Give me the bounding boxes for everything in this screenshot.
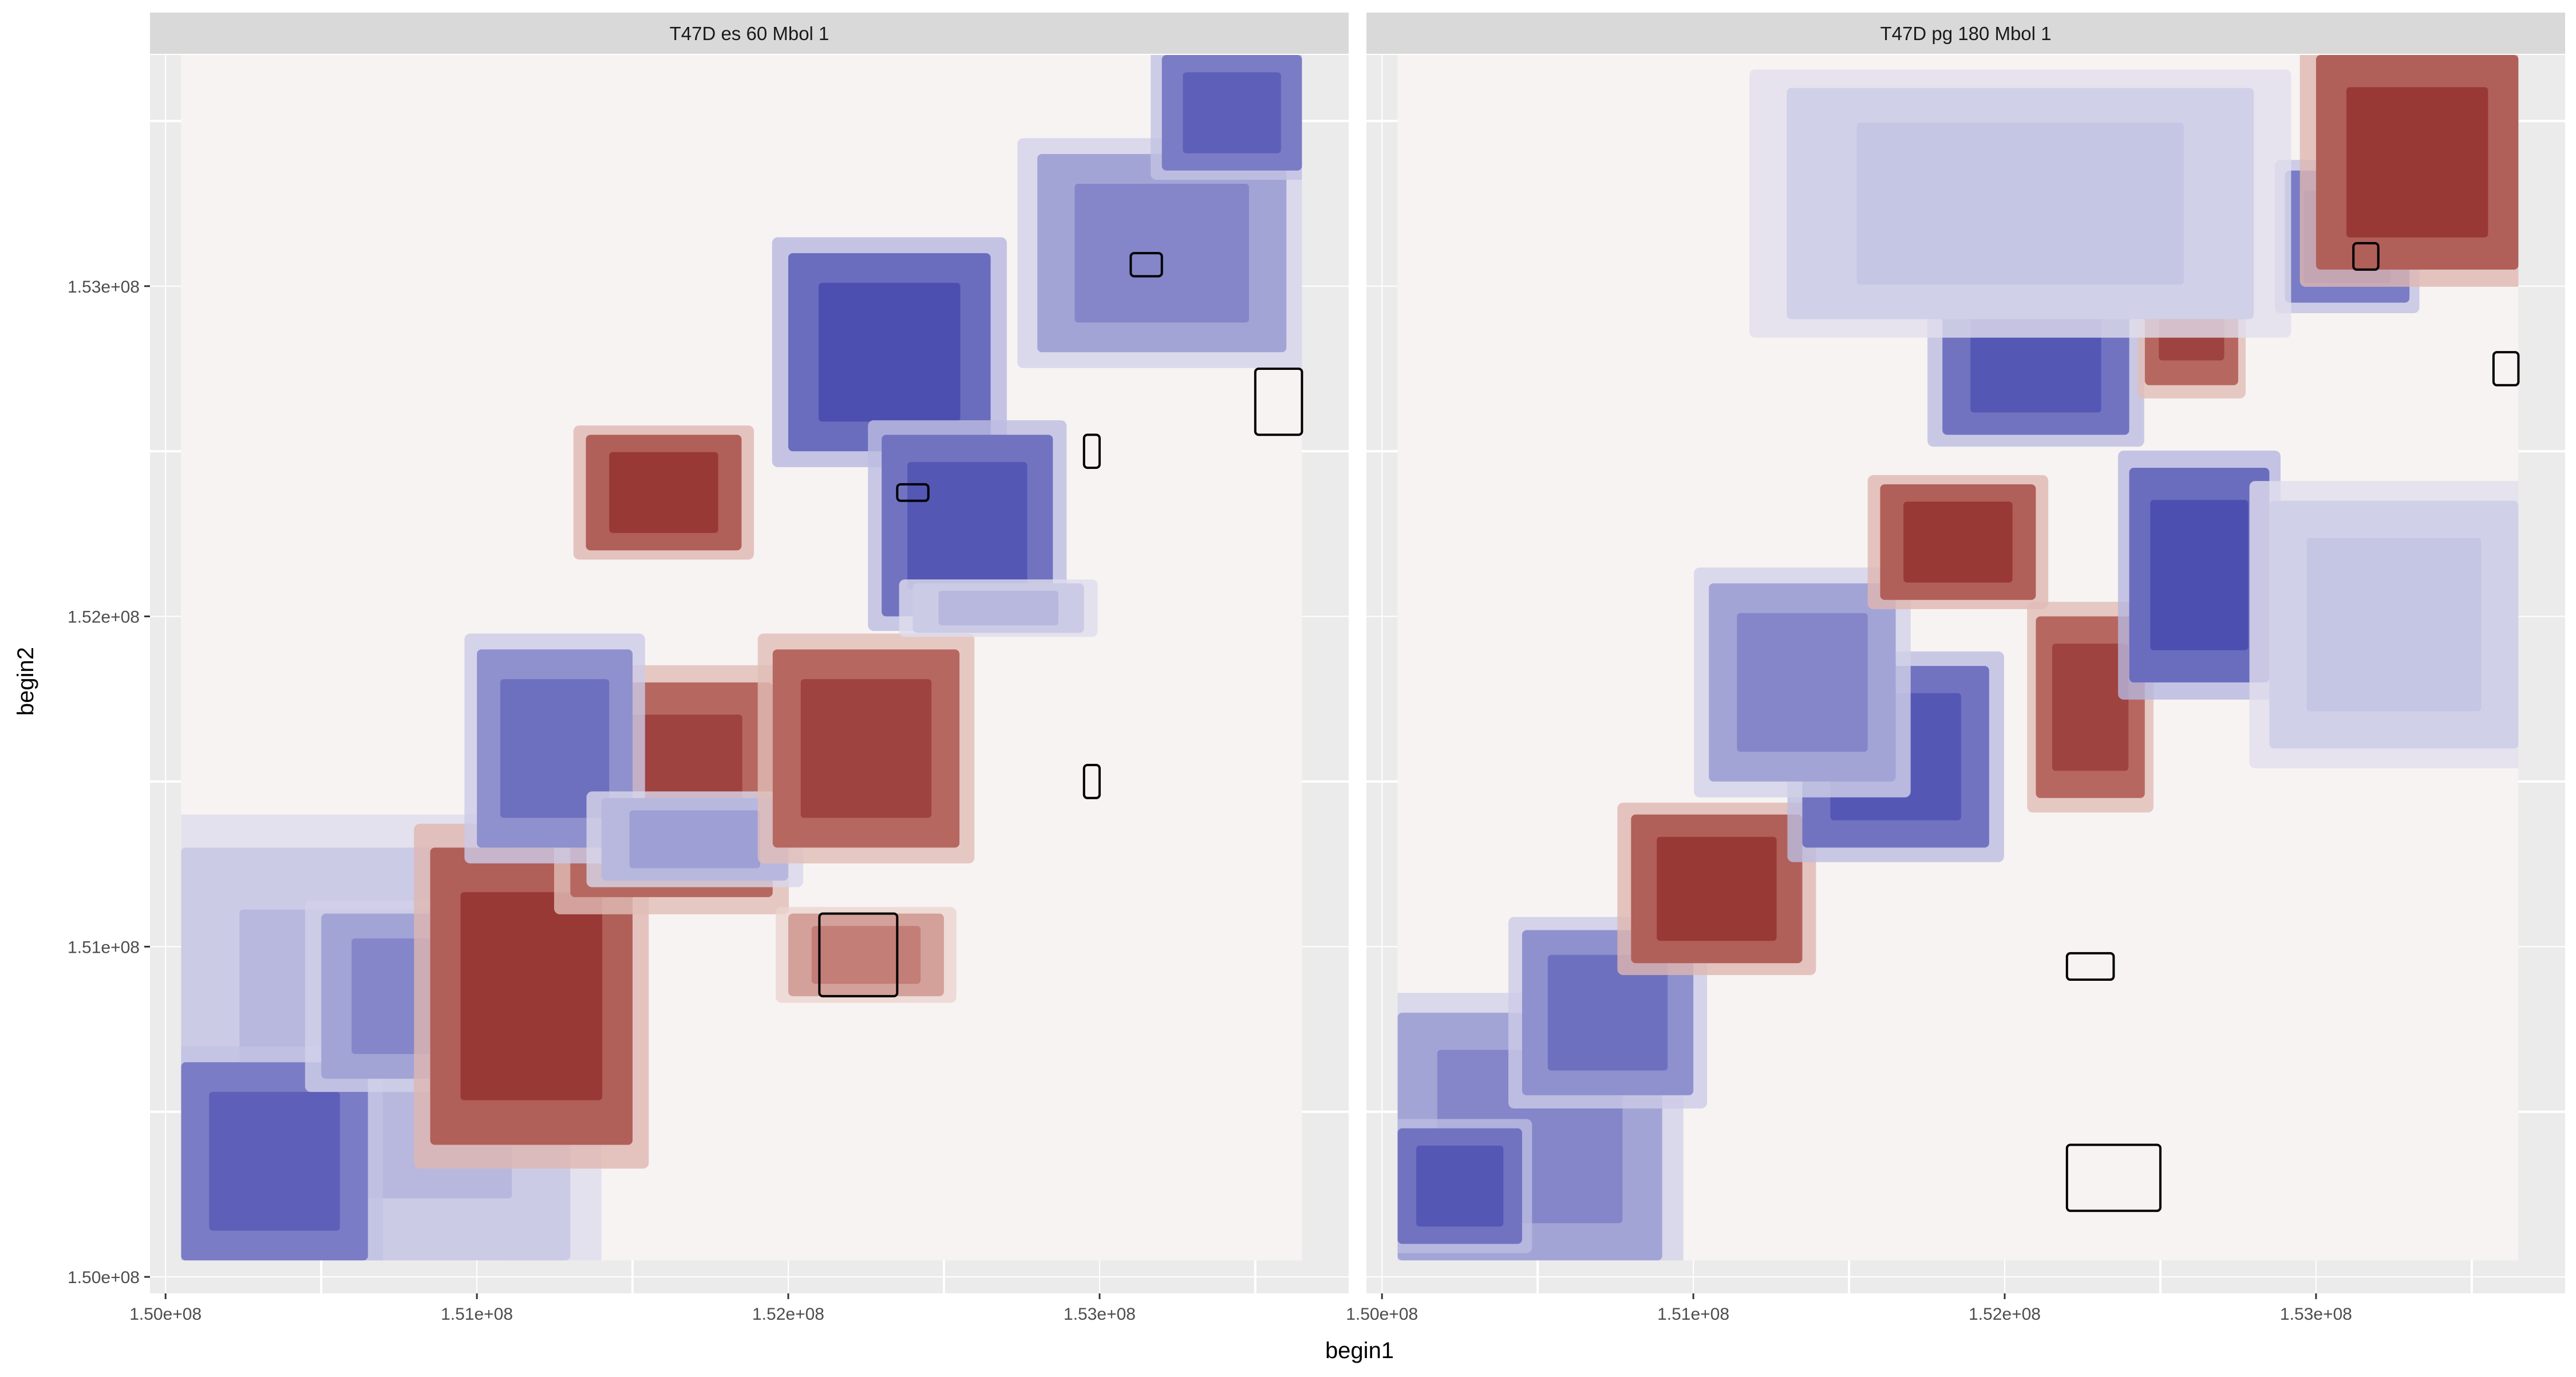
heatmap-cell-core	[1416, 1145, 1504, 1227]
heatmap-cell-core	[1547, 954, 1668, 1071]
x-tick-label: 1.50e+08	[1346, 1305, 1418, 1324]
heatmap-cell-core	[2306, 538, 2482, 712]
heatmap-cell-core	[2052, 644, 2129, 771]
loop-outline	[2065, 1143, 2162, 1212]
heatmap-cell-core	[907, 461, 1028, 589]
heatmap-cell-core	[2346, 87, 2488, 238]
facet-panel: T47D pg 180 Mbol 1	[1366, 13, 2565, 1293]
heatmap-cell-core	[460, 892, 603, 1100]
y-tick-label: 1.53e+08	[68, 278, 140, 297]
loop-outline	[818, 912, 899, 997]
heatmap-cell-core	[811, 926, 921, 984]
x-tick-label: 1.52e+08	[752, 1305, 824, 1324]
x-tick-label: 1.50e+08	[129, 1305, 202, 1324]
loop-outline	[1082, 764, 1101, 799]
facet-strip	[150, 13, 1349, 54]
heatmap-cells	[181, 55, 1302, 1261]
heatmap-cell-core	[500, 679, 610, 818]
heatmap-cell-core	[1856, 123, 2184, 285]
facet-title: T47D pg 180 Mbol 1	[1880, 23, 2051, 44]
y-tick-label: 1.51e+08	[68, 938, 140, 957]
x-tick-label: 1.53e+08	[1064, 1305, 1136, 1324]
heatmap-cell-core	[1074, 183, 1249, 323]
x-axis-label: begin1	[1325, 1338, 1394, 1363]
heatmap-cell-core	[1903, 502, 2013, 583]
heatmap-cell-core	[1737, 613, 1868, 752]
loop-outline	[2492, 351, 2520, 386]
x-tick-label: 1.52e+08	[1969, 1305, 2041, 1324]
heatmap-cell-core	[609, 452, 718, 533]
loop-outline	[2065, 952, 2115, 981]
loop-outline	[896, 483, 930, 502]
heatmap-cell-core	[209, 1092, 340, 1231]
heatmap-cell-core	[1183, 72, 1281, 153]
heatmap-cell-core	[2150, 500, 2249, 650]
loop-outline	[1254, 367, 1303, 436]
facet-strip	[1366, 13, 2565, 54]
loop-outline	[1082, 433, 1101, 469]
x-axes: 1.50e+08 1.51e+08 1.52e+08 1.53e+08 1.50e+08…	[129, 1293, 2352, 1324]
facet-title: T47D es 60 Mbol 1	[670, 23, 829, 44]
y-tick-label: 1.52e+08	[68, 608, 140, 627]
loop-outline	[1129, 252, 1163, 278]
x-tick-label: 1.53e+08	[2280, 1305, 2352, 1324]
y-axis-label: begin2	[13, 647, 38, 716]
heatmap-cell-core	[938, 590, 1058, 626]
facet-panels: T47D es 60 Mbol 1 T47D pg 180 Mbol 1	[150, 13, 2565, 1293]
x-tick-label: 1.51e+08	[1657, 1305, 1729, 1324]
heatmap-cells	[1397, 55, 2519, 1261]
loop-outline	[2352, 242, 2380, 271]
heatmap-cell-core	[1657, 837, 1777, 941]
x-tick-label: 1.51e+08	[441, 1305, 513, 1324]
heatmap-cell-core	[819, 282, 961, 422]
y-axis: 1.50e+08 1.51e+08 1.52e+08 1.53e+08	[68, 278, 150, 1287]
heatmap-cell-core	[629, 810, 761, 869]
facet-panel: T47D es 60 Mbol 1	[150, 13, 1349, 1293]
heatmap-cell-core	[800, 679, 932, 818]
y-tick-label: 1.50e+08	[68, 1268, 140, 1287]
